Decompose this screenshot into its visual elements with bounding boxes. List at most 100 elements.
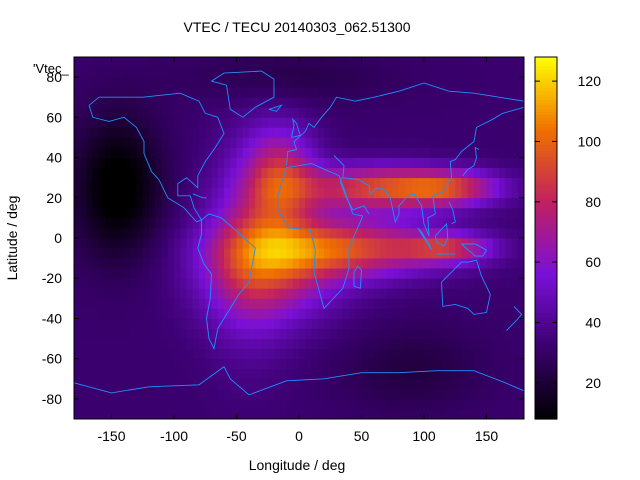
heatmap-cell xyxy=(174,348,181,360)
heatmap-cell xyxy=(286,77,294,88)
heatmap-cell xyxy=(299,388,306,400)
heatmap-cell xyxy=(161,97,169,108)
heatmap-cell xyxy=(517,378,525,390)
heatmap-cell xyxy=(511,308,519,319)
heatmap-cell xyxy=(186,328,194,339)
heatmap-cell xyxy=(517,227,525,239)
heatmap-cell xyxy=(442,308,450,319)
heatmap-cell xyxy=(111,67,119,78)
heatmap-cell xyxy=(130,217,137,229)
heatmap-cell xyxy=(199,77,206,88)
heatmap-cell xyxy=(255,238,262,249)
heatmap-cell xyxy=(455,328,462,339)
heatmap-cell xyxy=(261,388,269,400)
heatmap-cell xyxy=(411,227,419,239)
heatmap-cell xyxy=(392,217,400,229)
heatmap-cell xyxy=(105,67,112,78)
heatmap-cell xyxy=(286,248,294,259)
heatmap-cell xyxy=(117,378,125,390)
colorbar-segment xyxy=(535,138,557,143)
heatmap-cell xyxy=(424,107,431,118)
heatmap-cell xyxy=(224,388,231,400)
heatmap-cell xyxy=(386,187,394,199)
heatmap-cell xyxy=(355,358,362,370)
heatmap-cell xyxy=(205,348,212,360)
heatmap-cell xyxy=(405,187,412,199)
colorbar-tick-label: 80 xyxy=(585,194,601,210)
heatmap-cell xyxy=(242,348,250,360)
heatmap-cell xyxy=(330,207,337,219)
heatmap-cell xyxy=(492,258,500,269)
coastline xyxy=(197,213,256,350)
heatmap-cell xyxy=(274,117,281,128)
heatmap-cell xyxy=(217,67,225,78)
heatmap-cell xyxy=(280,147,287,158)
heatmap-cell xyxy=(205,187,212,199)
heatmap-cell xyxy=(455,358,462,370)
heatmap-cell xyxy=(86,398,94,410)
heatmap-cell xyxy=(255,107,262,118)
heatmap-cell xyxy=(317,238,325,249)
heatmap-cell xyxy=(186,97,194,108)
heatmap-cell xyxy=(511,318,519,329)
heatmap-cell xyxy=(499,157,506,169)
heatmap-cell xyxy=(374,147,381,158)
heatmap-cell xyxy=(161,308,169,319)
heatmap-cell xyxy=(336,318,344,329)
heatmap-cell xyxy=(142,388,150,400)
heatmap-cell xyxy=(211,318,219,329)
heatmap-cell xyxy=(517,217,525,229)
heatmap-cell xyxy=(136,147,144,158)
heatmap-cell xyxy=(230,207,237,219)
heatmap-cell xyxy=(299,248,306,259)
heatmap-cell xyxy=(486,258,494,269)
colorbar-segment xyxy=(535,379,557,384)
heatmap-cell xyxy=(99,248,106,259)
heatmap-cell xyxy=(380,107,387,118)
heatmap-cell xyxy=(267,97,275,108)
heatmap-cell xyxy=(86,368,94,380)
heatmap-cell xyxy=(167,127,175,138)
colorbar-segment xyxy=(535,400,557,405)
heatmap-cell xyxy=(117,187,125,199)
heatmap-cell xyxy=(336,87,344,98)
heatmap-cell xyxy=(330,278,337,289)
heatmap-cell xyxy=(80,147,87,158)
heatmap-cell xyxy=(442,117,450,128)
heatmap-cell xyxy=(230,268,237,279)
heatmap-cell xyxy=(336,147,344,158)
heatmap-cell xyxy=(117,77,125,88)
heatmap-cell xyxy=(124,107,131,118)
heatmap-cell xyxy=(342,117,350,128)
heatmap-cell xyxy=(330,328,337,339)
heatmap-cell xyxy=(455,177,462,189)
heatmap-cell xyxy=(211,57,219,68)
x-tick-label: -50 xyxy=(226,428,246,444)
heatmap-cell xyxy=(99,157,106,169)
heatmap-cell xyxy=(474,408,481,420)
heatmap-cell xyxy=(517,328,525,339)
heatmap-cell xyxy=(336,408,344,420)
heatmap-cell xyxy=(167,348,175,360)
heatmap-cell xyxy=(399,298,406,309)
heatmap-cell xyxy=(111,378,119,390)
colorbar-segment xyxy=(535,253,557,257)
heatmap-cell xyxy=(361,57,369,68)
heatmap-cell xyxy=(436,137,444,148)
heatmap-cell xyxy=(336,137,344,148)
heatmap-cell xyxy=(361,217,369,229)
heatmap-cell xyxy=(124,348,131,360)
heatmap-cell xyxy=(267,318,275,329)
heatmap-cell xyxy=(299,378,306,390)
heatmap-cell xyxy=(92,248,100,259)
colorbar xyxy=(534,56,558,420)
heatmap-cell xyxy=(261,318,269,329)
colorbar-segment xyxy=(535,69,557,73)
heatmap-cell xyxy=(74,107,81,118)
heatmap-cell xyxy=(180,378,187,390)
heatmap-cell xyxy=(274,268,281,279)
heatmap-cell xyxy=(317,177,325,189)
heatmap-cell xyxy=(280,238,287,249)
heatmap-cell xyxy=(430,77,437,88)
heatmap-cell xyxy=(411,217,419,229)
